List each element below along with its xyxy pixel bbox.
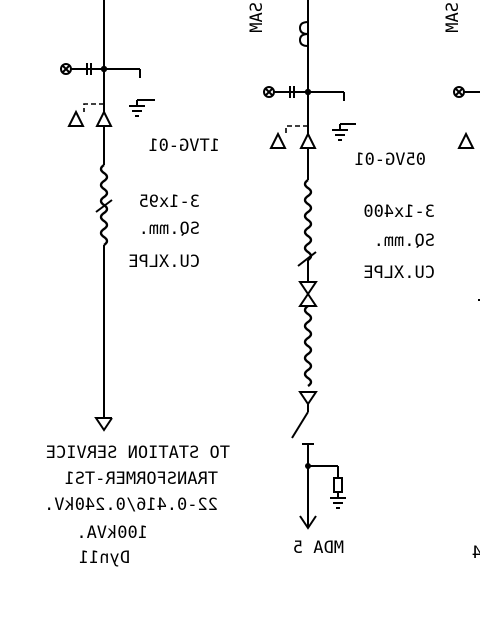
surge-arrester-symbol — [457, 131, 475, 149]
load-label-left-1: TO STATION SERVICE — [46, 443, 230, 463]
earthing-switch-symbol — [263, 86, 345, 101]
load-label-left-5: Dyn11 — [79, 548, 130, 568]
bus-tag-right: SAM — [443, 2, 463, 33]
load-label-left-4: 100kVA. — [76, 523, 148, 543]
cable-spec-left-1: 3-1x95 — [139, 192, 200, 212]
ground-icon — [332, 123, 356, 141]
cable-spec-mid-2: SQ.mm. — [374, 231, 435, 251]
ct-label-mid: 05VG-01 — [354, 150, 426, 170]
disconnect-switch-symbol — [291, 411, 309, 439]
load-label-left-2: TRANSFORMER-TS1 — [64, 469, 218, 489]
bus-tag-symbol — [298, 21, 309, 47]
cable-termination-symbol — [298, 391, 318, 406]
earthing-switch-symbol — [60, 63, 141, 78]
load-label-right: 4 — [472, 543, 480, 563]
ground-icon — [129, 99, 155, 117]
load-label-left-3: 22-0.416/0.240kV. — [44, 495, 218, 515]
bus-tag-mid: SAM — [247, 2, 267, 33]
feeder-mid — [263, 0, 356, 530]
feeder-right — [453, 86, 480, 301]
bus-tag-label-right: SAM — [443, 2, 463, 33]
surge-arrester-symbol — [67, 103, 113, 127]
cable-symbol — [303, 179, 313, 261]
cable-spec-mid-3: CU.XLPE — [363, 263, 435, 283]
labels: 1TVG-01 3-1x95 SQ.mm. CU.XLPE TO STATION… — [44, 136, 480, 568]
feeder-left — [60, 0, 155, 432]
bus-tag-label-mid: SAM — [247, 2, 267, 33]
ground-icon — [308, 465, 346, 509]
load-arrow-icon — [94, 417, 113, 432]
load-arrow-icon — [299, 515, 317, 530]
load-label-mid: MDA 5 — [293, 538, 344, 558]
ct-label-left: 1TVG-01 — [148, 136, 220, 156]
cable-spec-left-2: SQ.mm. — [139, 219, 200, 239]
cable-spec-mid-1: 3-1x400 — [363, 202, 435, 222]
cable-spec-left-3: CU.XLPE — [128, 252, 200, 272]
cable-termination-symbol — [298, 281, 318, 307]
